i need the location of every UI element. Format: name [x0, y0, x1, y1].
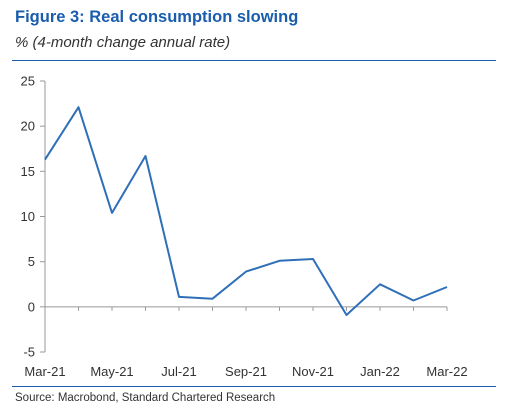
data-point — [78, 106, 80, 108]
data-point — [413, 300, 415, 302]
data-point — [145, 155, 147, 157]
y-tick-label: -5 — [23, 345, 35, 360]
data-point — [44, 159, 46, 161]
y-tick-label: 20 — [21, 119, 35, 134]
data-point — [245, 271, 247, 273]
data-point — [212, 298, 214, 300]
footer-divider — [12, 386, 496, 387]
y-tick-label: 0 — [28, 299, 35, 314]
chart-title: Figure 3: Real consumption slowing — [15, 8, 299, 26]
data-point — [379, 283, 381, 285]
x-tick-label: Jan-22 — [360, 364, 400, 379]
title-divider — [12, 60, 496, 61]
chart-subtitle: % (4-month change annual rate) — [15, 34, 231, 51]
chart-series — [44, 106, 448, 316]
y-tick-label: 15 — [21, 164, 35, 179]
x-tick-label: Sep-21 — [225, 364, 267, 379]
chart-axes — [40, 80, 448, 353]
data-point — [346, 314, 348, 316]
data-point — [178, 296, 180, 298]
x-tick-label: Mar-21 — [24, 364, 65, 379]
y-tick-label: 25 — [21, 74, 35, 89]
y-tick-label: 10 — [21, 209, 35, 224]
x-tick-label: Nov-21 — [292, 364, 334, 379]
x-tick-label: Jul-21 — [161, 364, 196, 379]
x-tick-label: May-21 — [90, 364, 133, 379]
data-point — [111, 212, 113, 214]
data-point — [446, 286, 448, 288]
chart-tick-labels: 25 20 15 10 5 0 -5 Mar-21 May-21 Jul-21 Sep-21 Nov-… — [21, 74, 468, 380]
series-line — [44, 106, 448, 316]
x-tick-label: Mar-22 — [426, 364, 467, 379]
data-point — [279, 260, 281, 262]
y-tick-label: 5 — [28, 254, 35, 269]
data-point — [312, 258, 314, 260]
source-note: Source: Macrobond, Standard Chartered Re… — [15, 392, 276, 404]
